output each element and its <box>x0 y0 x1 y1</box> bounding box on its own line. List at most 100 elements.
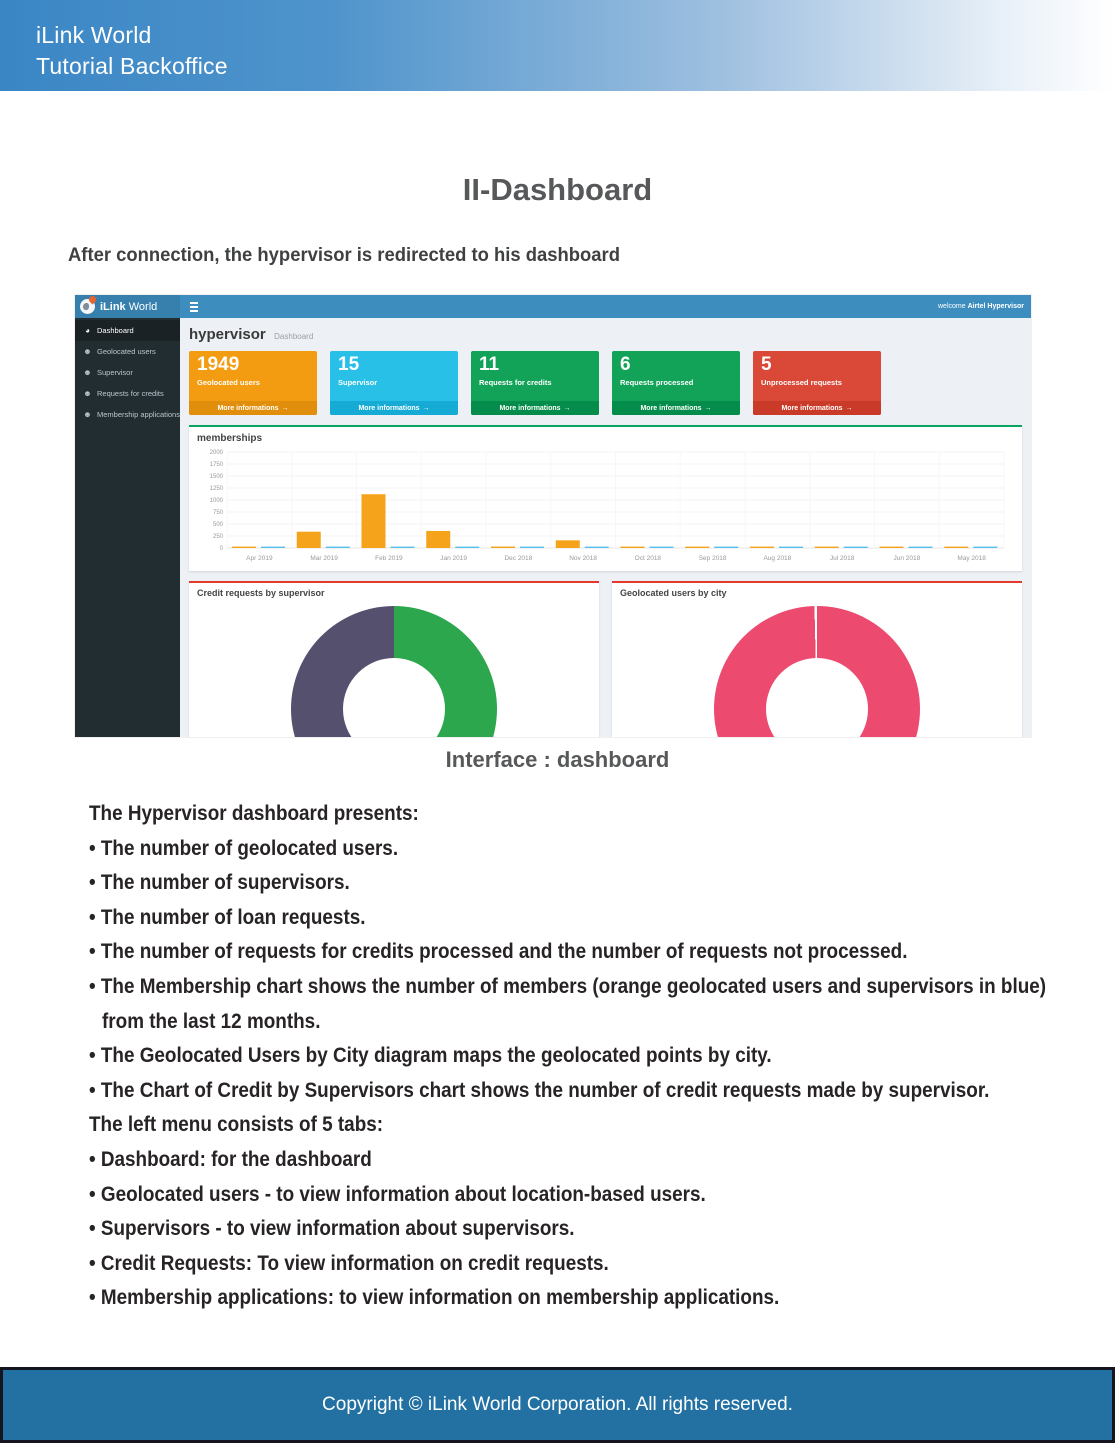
stat-label: Requests processed <box>620 378 694 387</box>
sidebar-item-geolocated-users[interactable]: ☻ Geolocated users <box>83 347 156 356</box>
svg-text:1750: 1750 <box>210 462 224 468</box>
more-informations-link[interactable]: More informations → <box>471 401 599 415</box>
body-line: • Credit Requests: To view information o… <box>89 1251 609 1275</box>
stat-value: 15 <box>338 354 360 375</box>
arrow-circle-right-icon: → <box>845 404 853 412</box>
svg-text:Jul 2018: Jul 2018 <box>830 555 855 562</box>
charts-row: Credit requests by supervisor Geolocated… <box>189 581 1022 737</box>
svg-text:1000: 1000 <box>210 498 224 504</box>
stat-card-requests-for-credits: 11 Requests for credits More information… <box>471 351 599 415</box>
more-informations-link[interactable]: More informations → <box>612 401 740 415</box>
svg-text:Aug 2018: Aug 2018 <box>763 555 791 562</box>
username[interactable]: Airtel Hypervisor <box>967 303 1024 310</box>
credit-requests-title: Credit requests by supervisor <box>197 588 325 598</box>
body-line: • Geolocated users - to view information… <box>89 1182 706 1206</box>
globe-logo-icon <box>80 295 98 314</box>
credit-requests-donut-chart[interactable] <box>291 606 497 737</box>
body-line: • The number of geolocated users. <box>89 836 399 860</box>
svg-text:Dec 2018: Dec 2018 <box>504 555 532 562</box>
sidebar-item-requests-for-credits[interactable]: ☻ Requests for credits <box>83 389 164 398</box>
stat-card-geolocated-users: 1949 Geolocated users More informations … <box>189 351 317 415</box>
credit-requests-chart-panel: Credit requests by supervisor <box>189 581 599 737</box>
arrow-circle-right-icon: → <box>704 404 712 412</box>
body-line: • Membership applications: to view infor… <box>89 1286 780 1310</box>
body-text: The Hypervisor dashboard presents: • The… <box>89 797 1115 1316</box>
more-informations-link[interactable]: More informations → <box>753 401 881 415</box>
brand-bold: iLink <box>100 300 126 313</box>
sidebar-item-supervisor[interactable]: ☻ Supervisor <box>83 368 133 377</box>
brand-text: iLink World <box>100 301 157 313</box>
svg-text:1250: 1250 <box>210 486 224 492</box>
app-logo[interactable]: iLink World <box>75 295 180 318</box>
subtitle: After connection, the hypervisor is redi… <box>68 245 621 266</box>
dashboard-screenshot: iLink World welcome Airtel Hypervisor ◕ … <box>75 295 1031 737</box>
page-header: iLink World Tutorial Backoffice <box>0 0 1115 91</box>
svg-text:750: 750 <box>213 510 224 516</box>
svg-text:Jan 2019: Jan 2019 <box>440 555 467 562</box>
location-pin-icon <box>87 295 98 305</box>
users-icon: ☻ <box>83 368 92 377</box>
svg-text:Sep 2018: Sep 2018 <box>699 555 727 562</box>
main-content: hypervisor Dashboard 1949 Geolocated use… <box>180 318 1031 737</box>
svg-text:1500: 1500 <box>210 474 224 480</box>
svg-text:Nov 2018: Nov 2018 <box>569 555 597 562</box>
svg-text:2000: 2000 <box>210 450 224 456</box>
dashboard-body: ◕ Dashboard ☻ Geolocated users ☻ Supervi… <box>75 318 1031 737</box>
geolocated-city-donut-chart[interactable] <box>714 606 920 737</box>
body-line: from the last 12 months. <box>102 1009 321 1033</box>
svg-text:0: 0 <box>220 546 224 552</box>
stat-label: Unprocessed requests <box>761 378 842 387</box>
header-line1: iLink World <box>36 22 152 48</box>
sidebar-item-dashboard[interactable]: ◕ Dashboard <box>75 320 180 341</box>
page-heading: hypervisor <box>189 326 266 343</box>
more-informations-link[interactable]: More informations → <box>189 401 317 415</box>
page-footer: Copyright © iLink World Corporation. All… <box>0 1367 1115 1443</box>
header-line2: Tutorial Backoffice <box>36 53 228 79</box>
svg-text:Mar 2019: Mar 2019 <box>310 555 338 562</box>
memberships-title: memberships <box>197 433 263 444</box>
memberships-bar-chart: 0 250 500 750 1000 1250 1500 1750 2000 Apr 2019 Ma… <box>210 450 1005 562</box>
copyright-text: Copyright © iLink World Corporation. All… <box>322 1394 793 1415</box>
body-line: • The Chart of Credit by Supervisors cha… <box>89 1078 990 1102</box>
stat-card-unprocessed-requests: 5 Unprocessed requests More informations… <box>753 351 881 415</box>
stat-card-requests-processed: 6 Requests processed More informations → <box>612 351 740 415</box>
svg-text:Oct 2018: Oct 2018 <box>635 555 662 562</box>
arrow-circle-right-icon: → <box>281 404 289 412</box>
brand-regular: World <box>128 300 158 313</box>
sidebar-toggle-hamburger-icon[interactable] <box>190 301 198 312</box>
breadcrumb-section: Dashboard <box>274 332 314 341</box>
stat-value: 5 <box>761 354 772 375</box>
stat-value: 11 <box>479 354 500 375</box>
breadcrumb: hypervisor Dashboard <box>189 326 1022 344</box>
sidebar-item-membership-applications[interactable]: ☻ Membership applications <box>83 410 180 419</box>
welcome-prefix: welcome <box>938 303 966 310</box>
arrow-circle-right-icon: → <box>563 404 571 412</box>
users-icon: ☻ <box>83 347 92 356</box>
body-line: The Hypervisor dashboard presents: <box>89 802 419 825</box>
dashboard-icon: ◕ <box>85 326 90 335</box>
welcome-text: welcome Airtel Hypervisor <box>938 303 1024 310</box>
more-informations-link[interactable]: More informations → <box>330 401 458 415</box>
top-navbar: iLink World welcome Airtel Hypervisor <box>75 295 1031 318</box>
stat-value: 1949 <box>197 354 240 375</box>
body-line: • Dashboard: for the dashboard <box>89 1147 372 1171</box>
stat-card-supervisor: 15 Supervisor More informations → <box>330 351 458 415</box>
memberships-panel: memberships 0 250 500 750 1000 1250 1500 1750 20… <box>189 425 1022 571</box>
navbar-main: welcome Airtel Hypervisor <box>180 295 1031 318</box>
stat-label: Geolocated users <box>197 378 260 387</box>
body-line: • The Geolocated Users by City diagram m… <box>89 1044 772 1068</box>
users-icon: ☻ <box>83 389 92 398</box>
body-line: • The number of loan requests. <box>89 905 366 929</box>
body-line: • Supervisors - to view information abou… <box>89 1217 575 1241</box>
svg-text:Feb 2019: Feb 2019 <box>375 555 403 562</box>
stat-label: Requests for credits <box>479 378 552 387</box>
sidebar-menu: ◕ Dashboard ☻ Geolocated users ☻ Supervi… <box>75 318 180 737</box>
body-line: • The number of supervisors. <box>89 871 350 895</box>
figure-caption: Interface : dashboard <box>445 747 670 772</box>
svg-text:250: 250 <box>213 534 224 540</box>
body-line: • The Membership chart shows the number … <box>89 974 1047 998</box>
svg-text:May 2018: May 2018 <box>957 555 986 562</box>
geolocated-city-chart-panel: Geolocated users by city <box>612 581 1022 737</box>
arrow-circle-right-icon: → <box>422 404 430 412</box>
page-title: II-Dashboard <box>462 172 653 207</box>
